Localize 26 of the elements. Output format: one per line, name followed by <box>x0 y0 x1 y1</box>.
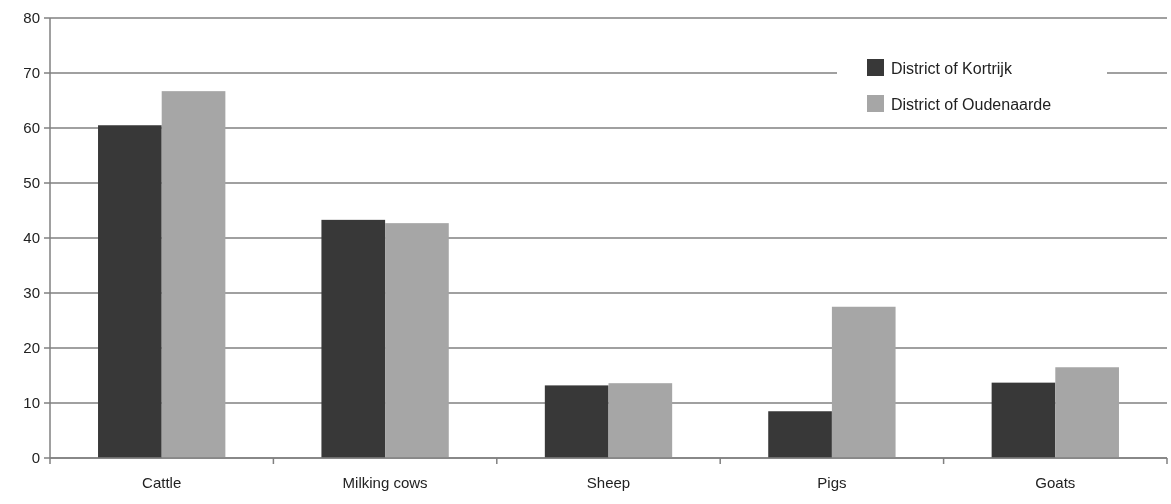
x-tick-label: Milking cows <box>342 474 428 491</box>
y-tick-label: 20 <box>23 339 40 357</box>
bar <box>544 385 609 458</box>
bar <box>161 91 226 458</box>
y-tick-label: 60 <box>23 119 40 137</box>
y-tick-label: 80 <box>23 9 40 27</box>
bar <box>991 382 1056 458</box>
y-tick-label: 0 <box>31 449 40 467</box>
y-tick-label: 30 <box>23 284 40 302</box>
bar <box>98 125 162 458</box>
bar <box>321 219 386 458</box>
legend-label: District of Oudenaarde <box>891 95 1052 113</box>
bar <box>1055 367 1119 458</box>
legend-label: District of Kortrijk <box>891 59 1013 77</box>
x-tick-label: Sheep <box>586 474 631 491</box>
bar <box>831 306 896 458</box>
bar <box>768 411 832 458</box>
y-tick-label: 70 <box>23 64 40 82</box>
x-tick-label: Goats <box>1035 474 1076 491</box>
y-tick-label: 50 <box>23 174 40 192</box>
bar <box>608 383 673 458</box>
y-tick-label: 40 <box>23 229 40 247</box>
x-tick-label: Pigs <box>817 474 847 491</box>
y-tick-label: 10 <box>23 394 40 412</box>
bar <box>385 223 449 458</box>
x-tick-label: Cattle <box>142 474 182 491</box>
